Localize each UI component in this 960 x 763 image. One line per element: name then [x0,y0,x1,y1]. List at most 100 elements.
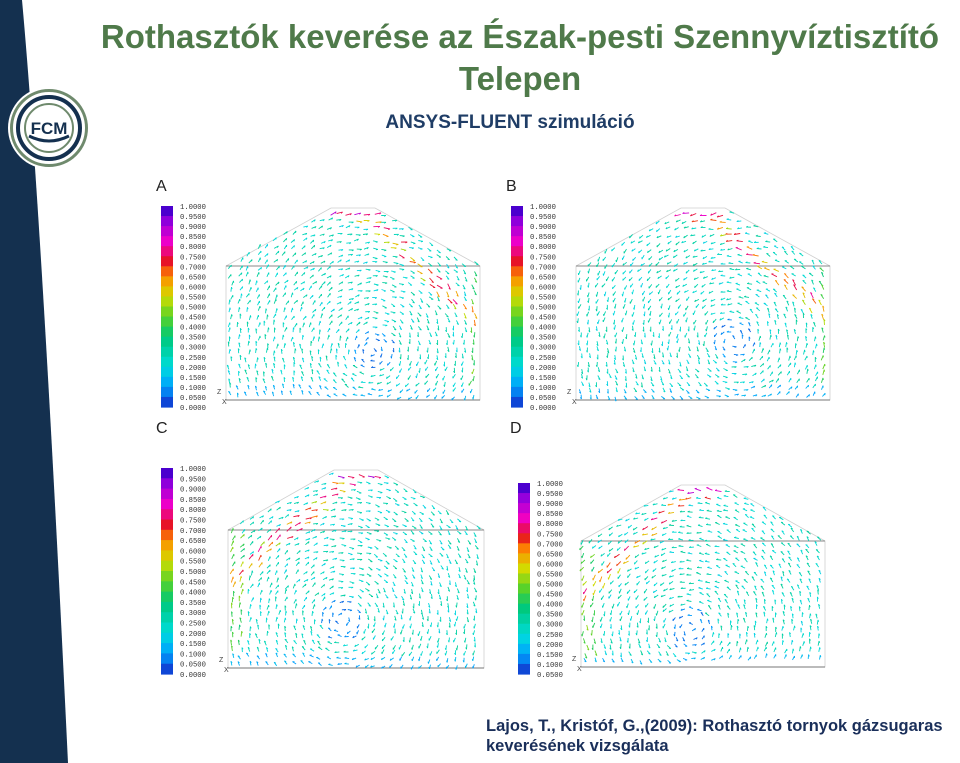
legend-swatch [511,346,523,358]
legend-swatch [161,519,173,531]
legend-tick-label: 0.8500 [180,234,206,242]
legend-tick-label: 0.7000 [530,264,556,272]
legend-tick-label: 0.0000 [180,672,206,680]
legend-tick-label: 0.3000 [180,345,206,353]
legend-tick-label: 0.1500 [537,652,563,660]
legend-swatch [518,483,530,494]
legend-swatch [511,216,523,227]
legend-swatch [161,612,173,624]
legend-tick-label: 0.2500 [537,632,563,640]
legend-tick-label: 0.8000 [180,244,206,252]
legend-swatch [511,226,523,237]
legend-tick-label: 0.7500 [537,531,563,539]
legend-tick-label: 1.0000 [530,204,556,212]
legend-tick-label: 0.9500 [180,476,206,484]
legend-swatch [518,523,530,534]
fcm-logo: FCM [10,89,88,167]
legend-tick-label: 0.9500 [180,214,206,222]
legend-swatch [511,386,523,398]
legend-tick-label: 0.8000 [180,507,206,515]
legend-swatch [161,478,173,490]
legend-swatch [511,396,523,408]
legend-swatch [518,543,530,554]
legend-tick-label: 0.9000 [180,487,206,495]
legend-tick-label: 0.8500 [530,234,556,242]
legend-tick-label: 0.3000 [537,622,563,630]
legend-swatch [161,509,173,521]
legend-swatch [161,529,173,541]
legend-swatch [161,468,173,479]
legend-tick-label: 0.4000 [530,325,556,333]
legend-swatch [511,376,523,388]
legend-tick-label: 0.6000 [180,284,206,292]
legend-swatch [518,563,530,575]
legend-swatch [518,503,530,514]
axis-z-label: Z [217,389,222,396]
legend-swatch [161,550,173,562]
axis-z-label: Z [567,389,572,396]
legend-swatch [511,326,523,338]
legend-swatch [161,356,173,368]
legend-tick-label: 0.5500 [180,559,206,567]
legend-swatch [161,236,173,247]
flow-domain [227,469,485,669]
panel-label-b: B [506,178,517,195]
legend-tick-label: 0.7500 [530,254,556,262]
slide-title: Rothasztók keverése az Észak-pesti Szenn… [100,18,940,97]
legend-tick-label: 0.7500 [180,518,206,526]
legend-swatch [161,286,173,298]
flow-panel-a: 1.0000 0.9500 0.9000 0.8500 0.8000 0.7500 0.70… [161,204,481,413]
legend-swatch [161,386,173,398]
legend-tick-label: 0.3500 [530,335,556,343]
legend-tick-label: 0.2500 [180,621,206,629]
legend-swatch [511,316,523,328]
legend-swatch [518,643,530,655]
axis-z-label: Z [572,656,577,663]
legend-swatch [511,206,523,217]
legend-tick-label: 0.8000 [530,244,556,252]
legend-swatch [518,663,530,675]
legend-swatch [511,236,523,247]
axis-x-label: X [222,399,227,406]
flow-panel-b: 1.0000 0.9500 0.9000 0.8500 0.8000 0.7500 0.70… [511,204,831,413]
legend-tick-label: 1.0000 [180,466,206,474]
legend-tick-label: 0.1500 [530,375,556,383]
legend-swatch [161,601,173,613]
legend-swatch [511,276,523,287]
legend-tick-label: 0.6000 [180,548,206,556]
legend-swatch [161,266,173,277]
legend-tick-label: 0.3000 [530,345,556,353]
legend-swatch [161,622,173,634]
legend-swatch [161,346,173,358]
legend-swatch [511,366,523,378]
legend-swatch [518,653,530,665]
logo-text: FCM [31,119,68,138]
legend-tick-label: 0.0500 [180,395,206,403]
legend-tick-label: 0.4500 [180,579,206,587]
legend-tick-label: 0.6500 [180,274,206,282]
legend-tick-label: 0.4500 [180,315,206,323]
legend-tick-label: 0.5500 [530,294,556,302]
legend-swatch [511,256,523,267]
legend-swatch [161,316,173,328]
color-legend: 1.0000 0.9500 0.9000 0.8500 0.8000 0.7500 0.70… [161,466,206,680]
legend-tick-label: 0.9000 [180,224,206,232]
legend-tick-label: 0.0000 [530,405,556,413]
legend-tick-label: 0.3500 [537,612,563,620]
axis-x-label: X [577,666,582,673]
legend-tick-label: 0.5000 [180,305,206,313]
legend-tick-label: 0.5500 [537,571,563,579]
legend-tick-label: 0.6000 [537,561,563,569]
legend-swatch [511,266,523,277]
legend-tick-label: 0.1000 [180,385,206,393]
axis-x-label: X [572,399,577,406]
legend-tick-label: 0.7500 [180,254,206,262]
legend-tick-label: 0.5000 [537,582,563,590]
color-legend: 1.0000 0.9500 0.9000 0.8500 0.8000 0.7500 0.70… [511,204,556,413]
legend-tick-label: 0.1500 [180,375,206,383]
legend-tick-label: 0.0000 [180,405,206,413]
legend-swatch [161,643,173,654]
legend-swatch [161,306,173,318]
legend-tick-label: 0.8500 [180,497,206,505]
legend-swatch [161,663,173,675]
